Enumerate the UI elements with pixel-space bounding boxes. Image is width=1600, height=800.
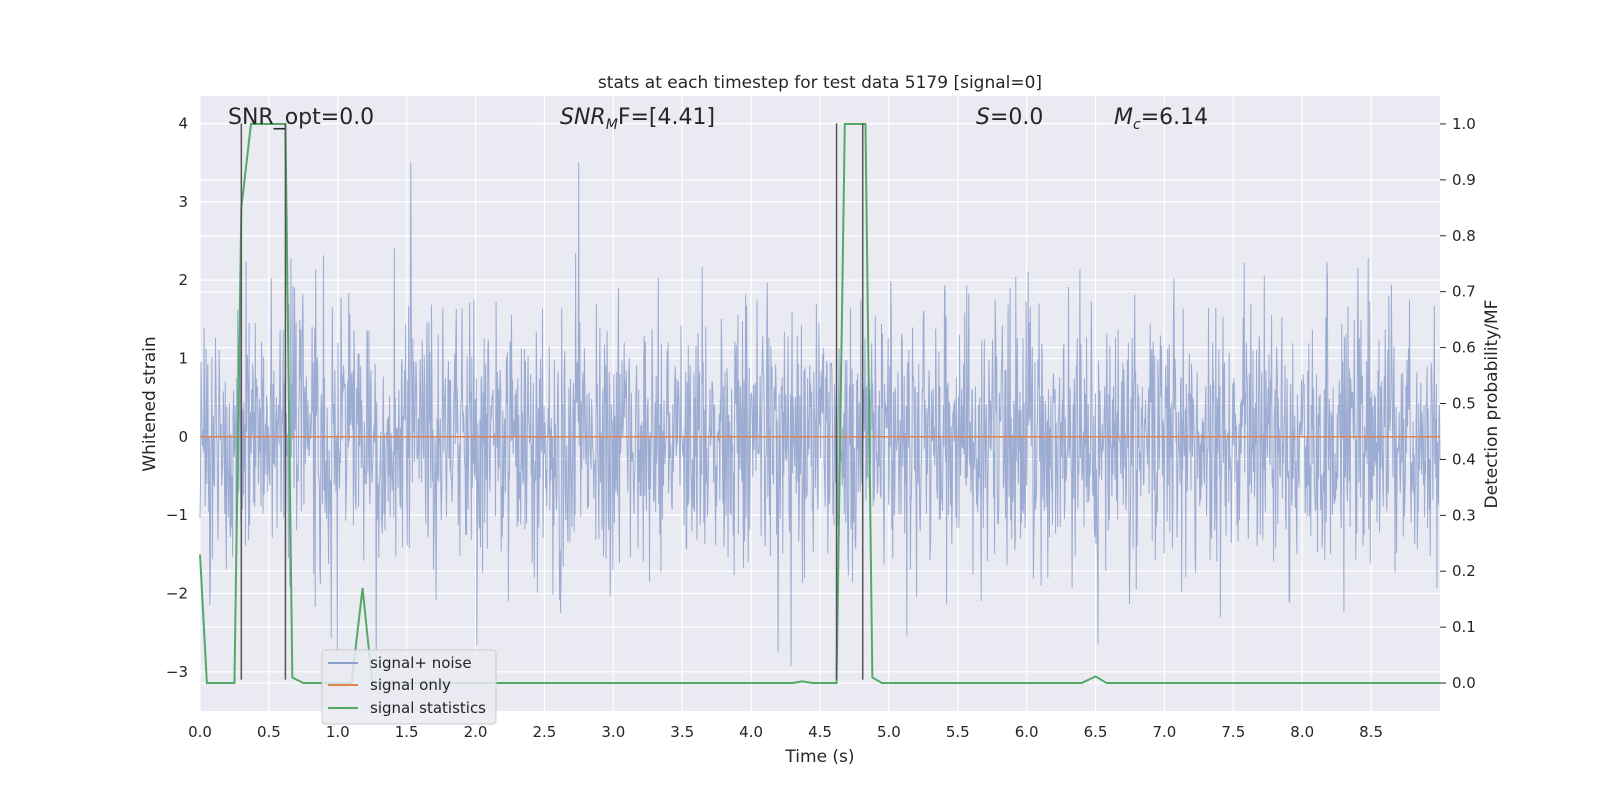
- x-tick-label: 6.5: [1084, 723, 1108, 741]
- legend: signal+ noise signal only signal statist…: [321, 649, 497, 725]
- y-right-tick-label: 0.2: [1452, 562, 1476, 580]
- x-tick-label: 5.0: [877, 723, 901, 741]
- x-tick-label: 8.0: [1290, 723, 1314, 741]
- line-series: [199, 122, 1440, 685]
- y-right-tick-label: 0.6: [1452, 339, 1476, 357]
- x-tick-label: 0.5: [257, 723, 281, 741]
- vertical-markers: [240, 123, 864, 680]
- y-right-tick-label: 1.0: [1452, 115, 1476, 133]
- s-label: S: [976, 105, 990, 130]
- annotation-snr-mf: SNRMF=[4.41]: [560, 105, 715, 133]
- y-tick-label: 1: [178, 349, 188, 367]
- y-tick-label: 0: [178, 428, 188, 446]
- x-tick-label: 4.0: [739, 723, 763, 741]
- series-signal-statistics: [199, 122, 1440, 685]
- mc-label: M: [1114, 105, 1133, 130]
- y-tick-label: 4: [178, 114, 188, 132]
- x-tick-label: 8.5: [1359, 723, 1383, 741]
- y-tick-label: 2: [178, 271, 188, 289]
- x-tick-label: 5.5: [946, 723, 970, 741]
- legend-label-noise: signal+ noise: [370, 654, 472, 672]
- legend-label-signal: signal only: [370, 676, 451, 694]
- y-right-tick-label: 0.1: [1452, 618, 1476, 636]
- x-tick-label: 0.0: [188, 723, 212, 741]
- y-right-tick-label: 0.0: [1452, 674, 1476, 692]
- x-tick-label: 2.0: [464, 723, 488, 741]
- legend-box: [321, 649, 497, 725]
- y-axis-right-label: Detection probability/MF: [1482, 300, 1502, 509]
- y-right-tick-label: 0.9: [1452, 171, 1476, 189]
- y-tick-label: −2: [166, 584, 188, 602]
- y-right-tick-label: 0.3: [1452, 506, 1476, 524]
- s-value: =0.0: [990, 105, 1043, 130]
- y-right-tick-label: 0.8: [1452, 227, 1476, 245]
- chart-title: stats at each timestep for test data 517…: [598, 73, 1042, 93]
- mc-sub: c: [1133, 117, 1141, 133]
- x-tick-label: 1.5: [395, 723, 419, 741]
- x-tick-label: 6.0: [1015, 723, 1039, 741]
- x-tick-label: 2.5: [533, 723, 557, 741]
- y-right-tick-label: 0.7: [1452, 283, 1476, 301]
- noise-series: [199, 162, 1441, 678]
- x-axis-label: Time (s): [784, 747, 854, 767]
- snr-mf-suffix: F=[4.41]: [618, 105, 715, 130]
- y-tick-label: −3: [166, 663, 188, 681]
- y-tick-label: 3: [178, 193, 188, 211]
- x-tick-label: 4.5: [808, 723, 832, 741]
- x-axis: 0.0 0.5 1.0 1.5 2.0 2.5 3.0 3.5 4.0 4.5 5.0 5.5 6.0 6…: [188, 723, 1383, 741]
- y-tick-label: −1: [166, 506, 188, 524]
- mc-value: =6.14: [1141, 105, 1208, 130]
- x-tick-label: 1.0: [326, 723, 350, 741]
- annotation-mc: Mc=6.14: [1114, 105, 1208, 133]
- snr-mf-sub: M: [606, 117, 618, 133]
- x-tick-label: 7.0: [1153, 723, 1177, 741]
- y-right-tick-label: 0.5: [1452, 395, 1476, 413]
- annotation-snr-opt: SNR_opt=0.0: [228, 105, 374, 130]
- x-tick-label: 7.5: [1221, 723, 1245, 741]
- x-tick-label: 3.5: [670, 723, 694, 741]
- annotation-s: S=0.0: [976, 105, 1043, 130]
- series-signal-noise: [199, 162, 1441, 678]
- legend-label-statistics: signal statistics: [370, 699, 486, 717]
- x-tick-label: 3.0: [601, 723, 625, 741]
- y-axis-left: −3 −2 −1 0 1 2 3 4: [166, 114, 188, 680]
- y-axis-label: Whitened strain: [140, 336, 160, 471]
- snr-mf-prefix: SNR: [560, 105, 606, 130]
- y-axis-right: 0.0 0.1 0.2 0.3 0.4 0.5 0.6 0.7 0.8 0.9 1.0: [1440, 115, 1476, 692]
- y-right-tick-label: 0.4: [1452, 450, 1476, 468]
